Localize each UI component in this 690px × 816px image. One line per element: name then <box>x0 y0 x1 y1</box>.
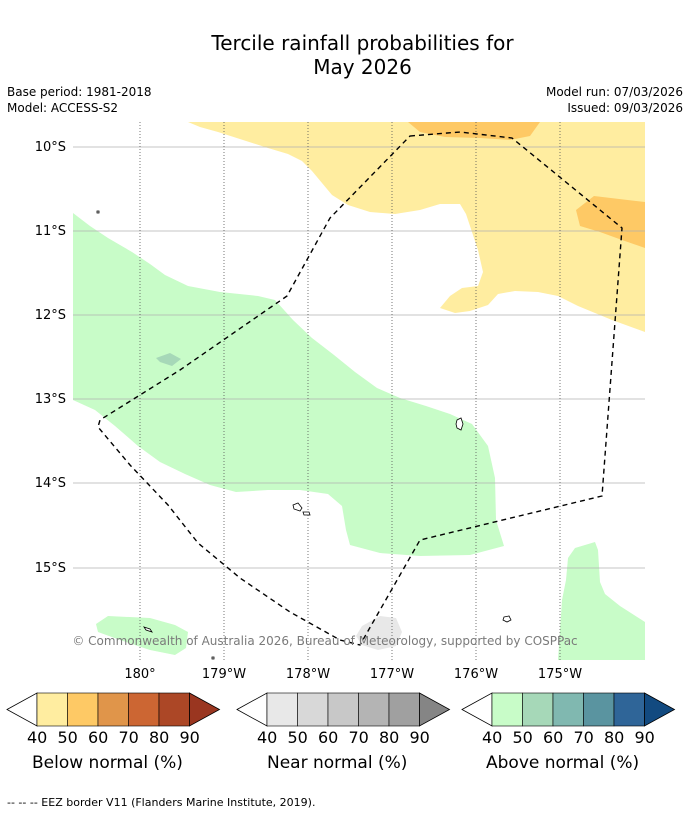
below-normal-region-50-north <box>408 122 540 140</box>
lon-label-178w: 178°W <box>286 667 330 682</box>
colorbar-above-tick-80: 80 <box>604 728 625 747</box>
lon-label-179w: 179°W <box>202 667 246 682</box>
lon-label-177w: 177°W <box>370 667 414 682</box>
colorbar-above-max-extend <box>644 692 676 727</box>
below-normal-region-40 <box>188 122 645 332</box>
near-normal-region-40 <box>356 616 402 650</box>
colorbar-near-min-extend <box>236 692 268 727</box>
colorbar-below-tick-70: 70 <box>118 728 139 747</box>
colorbar-below-segment-4 <box>158 692 190 727</box>
lat-label-11s: 11°S <box>35 224 66 239</box>
colorbar-near-tick-90: 90 <box>409 728 430 747</box>
colorbar-below-tick-60: 60 <box>88 728 109 747</box>
meta-left: Base period: 1981-2018 Model: ACCESS-S2 <box>7 84 152 116</box>
colorbar-above-tick-70: 70 <box>573 728 594 747</box>
colorbar-near-tick-50: 50 <box>287 728 308 747</box>
colorbars <box>6 692 676 727</box>
longitude-labels: 180° 179°W 178°W 177°W 176°W 175°W <box>124 667 582 682</box>
map-plot-area: © Commonwealth of Australia 2026, Bureau… <box>72 122 645 660</box>
island-wallis <box>455 417 464 431</box>
colorbar-near-segment-4 <box>388 692 420 727</box>
colorbar-near-segment-2 <box>327 692 359 727</box>
colorbar-above-tick-60: 60 <box>543 728 564 747</box>
colorbar-above-segment-0 <box>491 692 523 727</box>
island-alofi <box>302 511 311 516</box>
colorbar-near-title: Near normal (%) <box>267 753 408 773</box>
above-normal-region-40-southwest <box>96 616 188 655</box>
issued-date: Issued: 09/03/2026 <box>567 101 683 115</box>
colorbar-near-tick-70: 70 <box>348 728 369 747</box>
title-line-1: Tercile rainfall probabilities for <box>211 31 514 55</box>
latitude-gridlines <box>73 146 645 569</box>
latitude-labels: 10°S 11°S 12°S 13°S 14°S 15°S <box>35 140 66 576</box>
meta-right: Model run: 07/03/2026 Issued: 09/03/2026 <box>546 84 683 116</box>
colorbar-below-segment-0 <box>36 692 68 727</box>
lon-label-180: 180° <box>124 667 155 682</box>
base-period: Base period: 1981-2018 <box>7 85 152 99</box>
above-normal-region-40-southeast <box>558 542 645 660</box>
eez-footnote: -- -- -- EEZ border V11 (Flanders Marine… <box>7 796 316 809</box>
colorbar-below-min-extend <box>6 692 38 727</box>
island-outlines <box>96 210 512 660</box>
colorbar-above-tick-40: 40 <box>482 728 503 747</box>
colorbar-above-tick-90: 90 <box>634 728 655 747</box>
colorbar-above-tick-50: 50 <box>512 728 533 747</box>
lat-label-14s: 14°S <box>35 476 66 491</box>
island-small-north <box>96 210 100 214</box>
lat-label-12s: 12°S <box>35 308 66 323</box>
colorbar-near-max-extend <box>419 692 451 727</box>
colorbar-above-segment-4 <box>613 692 645 727</box>
colorbar-below-tick-90: 90 <box>179 728 200 747</box>
island-small-east <box>502 615 512 623</box>
colorbar-above-min-extend <box>461 692 493 727</box>
colorbar-below-segment-2 <box>97 692 129 727</box>
colorbar-near-segment-0 <box>266 692 298 727</box>
lon-label-175w: 175°W <box>538 667 582 682</box>
colorbar-below-segment-1 <box>67 692 99 727</box>
lon-label-176w: 176°W <box>454 667 498 682</box>
map-title: Tercile rainfall probabilities for May 2… <box>0 31 690 79</box>
island-small-south <box>211 656 215 660</box>
colorbar-below-max-extend <box>189 692 221 727</box>
colorbar-below-tick-50: 50 <box>57 728 78 747</box>
colorbar-above-segment-3 <box>583 692 615 727</box>
model-run: Model run: 07/03/2026 <box>545 85 683 99</box>
above-normal-region-50-patch <box>156 353 181 366</box>
colorbar-below-tick-40: 40 <box>27 728 48 747</box>
colorbar-near-segment-3 <box>358 692 390 727</box>
title-line-2: May 2026 <box>313 55 412 79</box>
eez-border <box>97 131 623 646</box>
colorbar-below-tick-80: 80 <box>149 728 170 747</box>
colorbar-near-segment-1 <box>297 692 329 727</box>
above-normal-region-40-main <box>73 213 504 556</box>
model-name: Model: ACCESS-S2 <box>7 101 119 115</box>
lat-label-13s: 13°S <box>35 392 66 407</box>
colorbar-above-segment-2 <box>552 692 584 727</box>
colorbar-near-tick-60: 60 <box>318 728 339 747</box>
island-small-west <box>143 626 153 633</box>
colorbar-below-segment-3 <box>128 692 160 727</box>
colorbar-above-segment-1 <box>522 692 554 727</box>
colorbar-above-title: Above normal (%) <box>486 753 640 773</box>
colorbar-near-tick-80: 80 <box>379 728 400 747</box>
copyright-notice: © Commonwealth of Australia 2026, Bureau… <box>72 634 577 648</box>
colorbar-below-title: Below normal (%) <box>32 753 183 773</box>
colorbar-near-tick-40: 40 <box>257 728 278 747</box>
lat-label-15s: 15°S <box>35 561 66 576</box>
below-normal-region-50-east <box>576 196 645 248</box>
lat-label-10s: 10°S <box>35 140 66 155</box>
island-futuna <box>292 502 303 512</box>
